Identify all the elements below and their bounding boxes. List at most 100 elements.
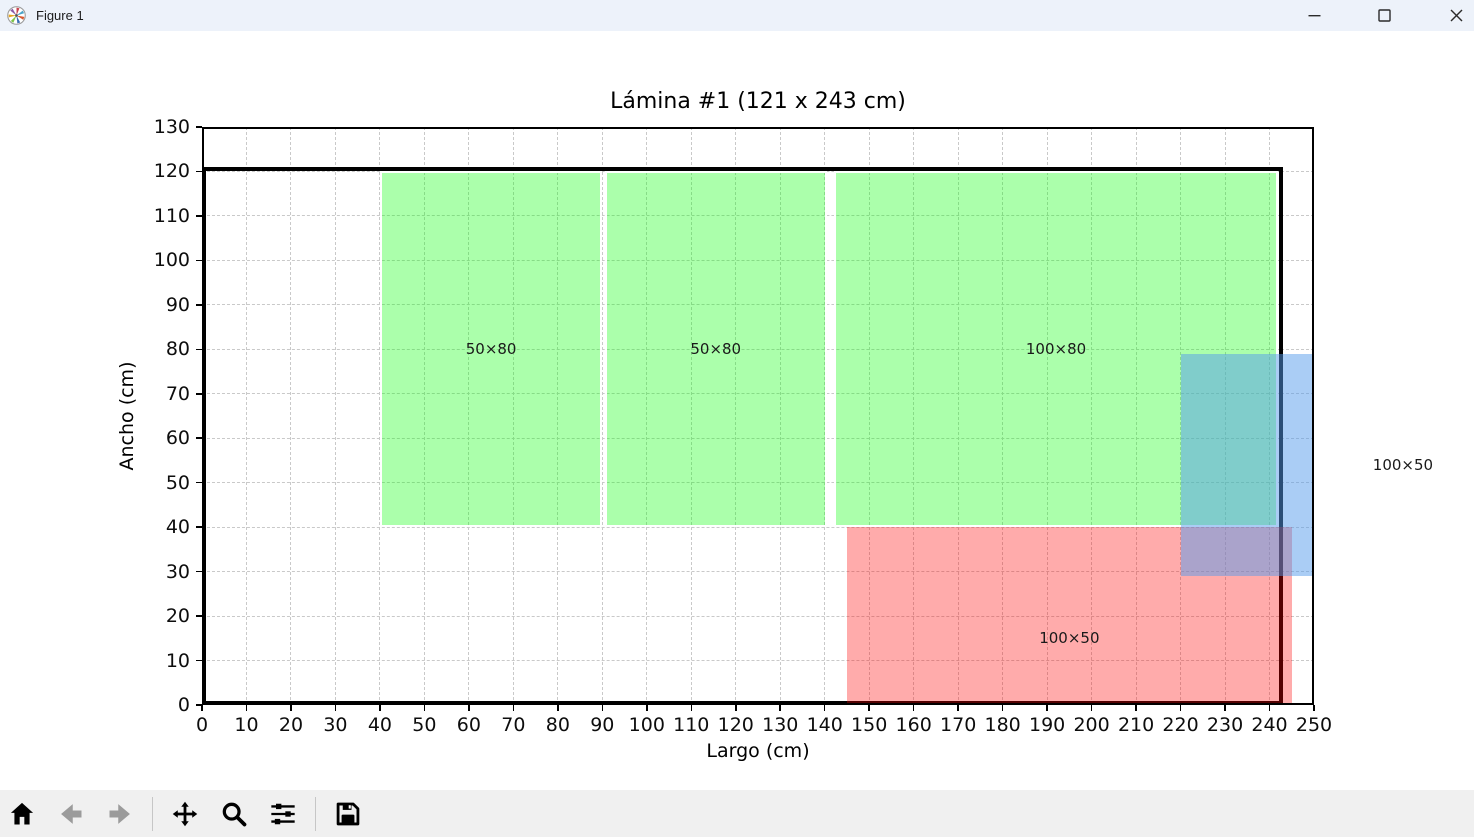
x-tick-mark bbox=[1313, 705, 1315, 711]
gridline-y bbox=[202, 348, 1314, 350]
piece-rect bbox=[1180, 353, 1314, 577]
toolbar-separator bbox=[152, 796, 153, 831]
x-tick-label: 100 bbox=[628, 714, 665, 736]
x-tick-label: 230 bbox=[1206, 714, 1244, 736]
gridline-x bbox=[290, 127, 292, 705]
y-tick-label: 30 bbox=[165, 560, 190, 583]
gridline-x bbox=[1135, 127, 1137, 705]
y-axis-label: Ancho (cm) bbox=[116, 361, 138, 471]
gridline-y bbox=[202, 482, 1314, 484]
x-tick-mark bbox=[1090, 705, 1093, 711]
x-tick-label: 60 bbox=[456, 714, 481, 736]
titlebar[interactable]: Figure 1 bbox=[0, 0, 1474, 31]
toolbar-back-button[interactable] bbox=[51, 794, 91, 834]
y-tick-label: 20 bbox=[165, 605, 190, 628]
gridline-y bbox=[202, 526, 1314, 528]
gridline-x bbox=[868, 127, 870, 705]
x-tick-label: 140 bbox=[806, 714, 843, 736]
close-button[interactable] bbox=[1433, 0, 1474, 31]
x-tick-label: 200 bbox=[1073, 714, 1110, 736]
x-tick-mark bbox=[1224, 705, 1226, 711]
x-tick-mark bbox=[512, 705, 515, 711]
x-tick-label: 20 bbox=[278, 714, 304, 736]
x-tick-label: 50 bbox=[412, 714, 437, 736]
y-tick-label: 60 bbox=[165, 427, 190, 450]
gridline-x bbox=[1002, 127, 1004, 705]
save-floppy-icon bbox=[336, 802, 360, 825]
x-tick-mark bbox=[868, 705, 870, 711]
y-tick-label: 100 bbox=[153, 249, 190, 272]
close-icon bbox=[1450, 9, 1462, 22]
gridline-x bbox=[601, 127, 603, 705]
x-tick-label: 180 bbox=[984, 714, 1021, 736]
x-tick-label: 0 bbox=[195, 714, 209, 736]
toolbar-separator bbox=[315, 796, 316, 831]
x-tick-mark bbox=[1046, 705, 1048, 711]
figure-canvas: Lámina #1 (121 x 243 cm) Ancho (cm) Larg… bbox=[0, 31, 1474, 790]
home-icon bbox=[10, 802, 34, 824]
gridline-x bbox=[1091, 127, 1093, 705]
x-tick-mark bbox=[823, 705, 826, 711]
x-tick-label: 90 bbox=[590, 714, 615, 736]
y-tick-label: 90 bbox=[165, 293, 190, 316]
x-tick-mark bbox=[379, 705, 381, 711]
x-tick-mark bbox=[290, 705, 292, 711]
x-tick-mark bbox=[1001, 705, 1004, 711]
x-tick-mark bbox=[557, 705, 559, 711]
gridline-y bbox=[202, 437, 1314, 439]
x-tick-mark bbox=[690, 705, 693, 711]
window-title: Figure 1 bbox=[36, 8, 84, 23]
minimize-button[interactable] bbox=[1291, 0, 1337, 31]
x-tick-label: 30 bbox=[323, 714, 348, 736]
forward-arrow-icon bbox=[109, 803, 130, 824]
toolbar-subplots-button[interactable] bbox=[263, 794, 303, 834]
chart-title: Lámina #1 (121 x 243 cm) bbox=[610, 89, 906, 114]
back-arrow-icon bbox=[61, 803, 82, 824]
gridline-x bbox=[512, 127, 514, 705]
toolbar-forward-button[interactable] bbox=[100, 794, 140, 834]
y-tick-label: 0 bbox=[177, 694, 190, 716]
gridline-x bbox=[957, 127, 959, 705]
x-tick-label: 210 bbox=[1117, 714, 1155, 736]
gridline-y bbox=[202, 259, 1314, 261]
gridline-x bbox=[735, 127, 737, 705]
x-tick-label: 40 bbox=[367, 714, 392, 736]
x-tick-mark bbox=[957, 705, 959, 711]
toolbar-zoom-button[interactable] bbox=[214, 794, 254, 834]
x-tick-label: 250 bbox=[1295, 714, 1333, 736]
x-tick-mark bbox=[201, 705, 203, 711]
x-tick-mark bbox=[468, 705, 470, 711]
x-tick-mark bbox=[1135, 705, 1137, 711]
gridline-x bbox=[423, 127, 425, 705]
plot-area[interactable] bbox=[202, 127, 1314, 705]
x-tick-label: 70 bbox=[501, 714, 526, 736]
x-tick-mark bbox=[646, 705, 648, 711]
x-tick-label: 120 bbox=[717, 714, 754, 736]
y-tick-label: 70 bbox=[165, 382, 190, 405]
x-tick-mark bbox=[912, 705, 915, 711]
piece-rect bbox=[379, 171, 603, 528]
x-tick-mark bbox=[334, 705, 337, 711]
gridline-x bbox=[690, 127, 692, 705]
maximize-button[interactable] bbox=[1361, 0, 1407, 31]
y-tick-label: 80 bbox=[165, 338, 190, 361]
y-tick-label: 50 bbox=[165, 471, 190, 494]
gridline-x bbox=[557, 127, 559, 705]
x-tick-label: 10 bbox=[234, 714, 259, 736]
gridline-x bbox=[334, 127, 336, 705]
gridline-x bbox=[245, 127, 247, 705]
gridline-y bbox=[202, 215, 1314, 217]
toolbar-home-button[interactable] bbox=[2, 794, 42, 834]
x-tick-label: 110 bbox=[673, 714, 710, 736]
x-tick-label: 240 bbox=[1251, 714, 1288, 736]
y-tick-label: 40 bbox=[165, 516, 190, 539]
sliders-icon bbox=[271, 803, 295, 824]
x-tick-label: 130 bbox=[762, 714, 799, 736]
y-tick-label: 110 bbox=[153, 204, 190, 227]
piece-rect bbox=[604, 171, 827, 528]
minimize-icon bbox=[1308, 15, 1320, 17]
toolbar-save-button[interactable] bbox=[328, 794, 368, 834]
toolbar-pan-button[interactable] bbox=[165, 794, 205, 834]
y-tick-label: 10 bbox=[165, 649, 190, 672]
x-tick-mark bbox=[245, 705, 248, 711]
